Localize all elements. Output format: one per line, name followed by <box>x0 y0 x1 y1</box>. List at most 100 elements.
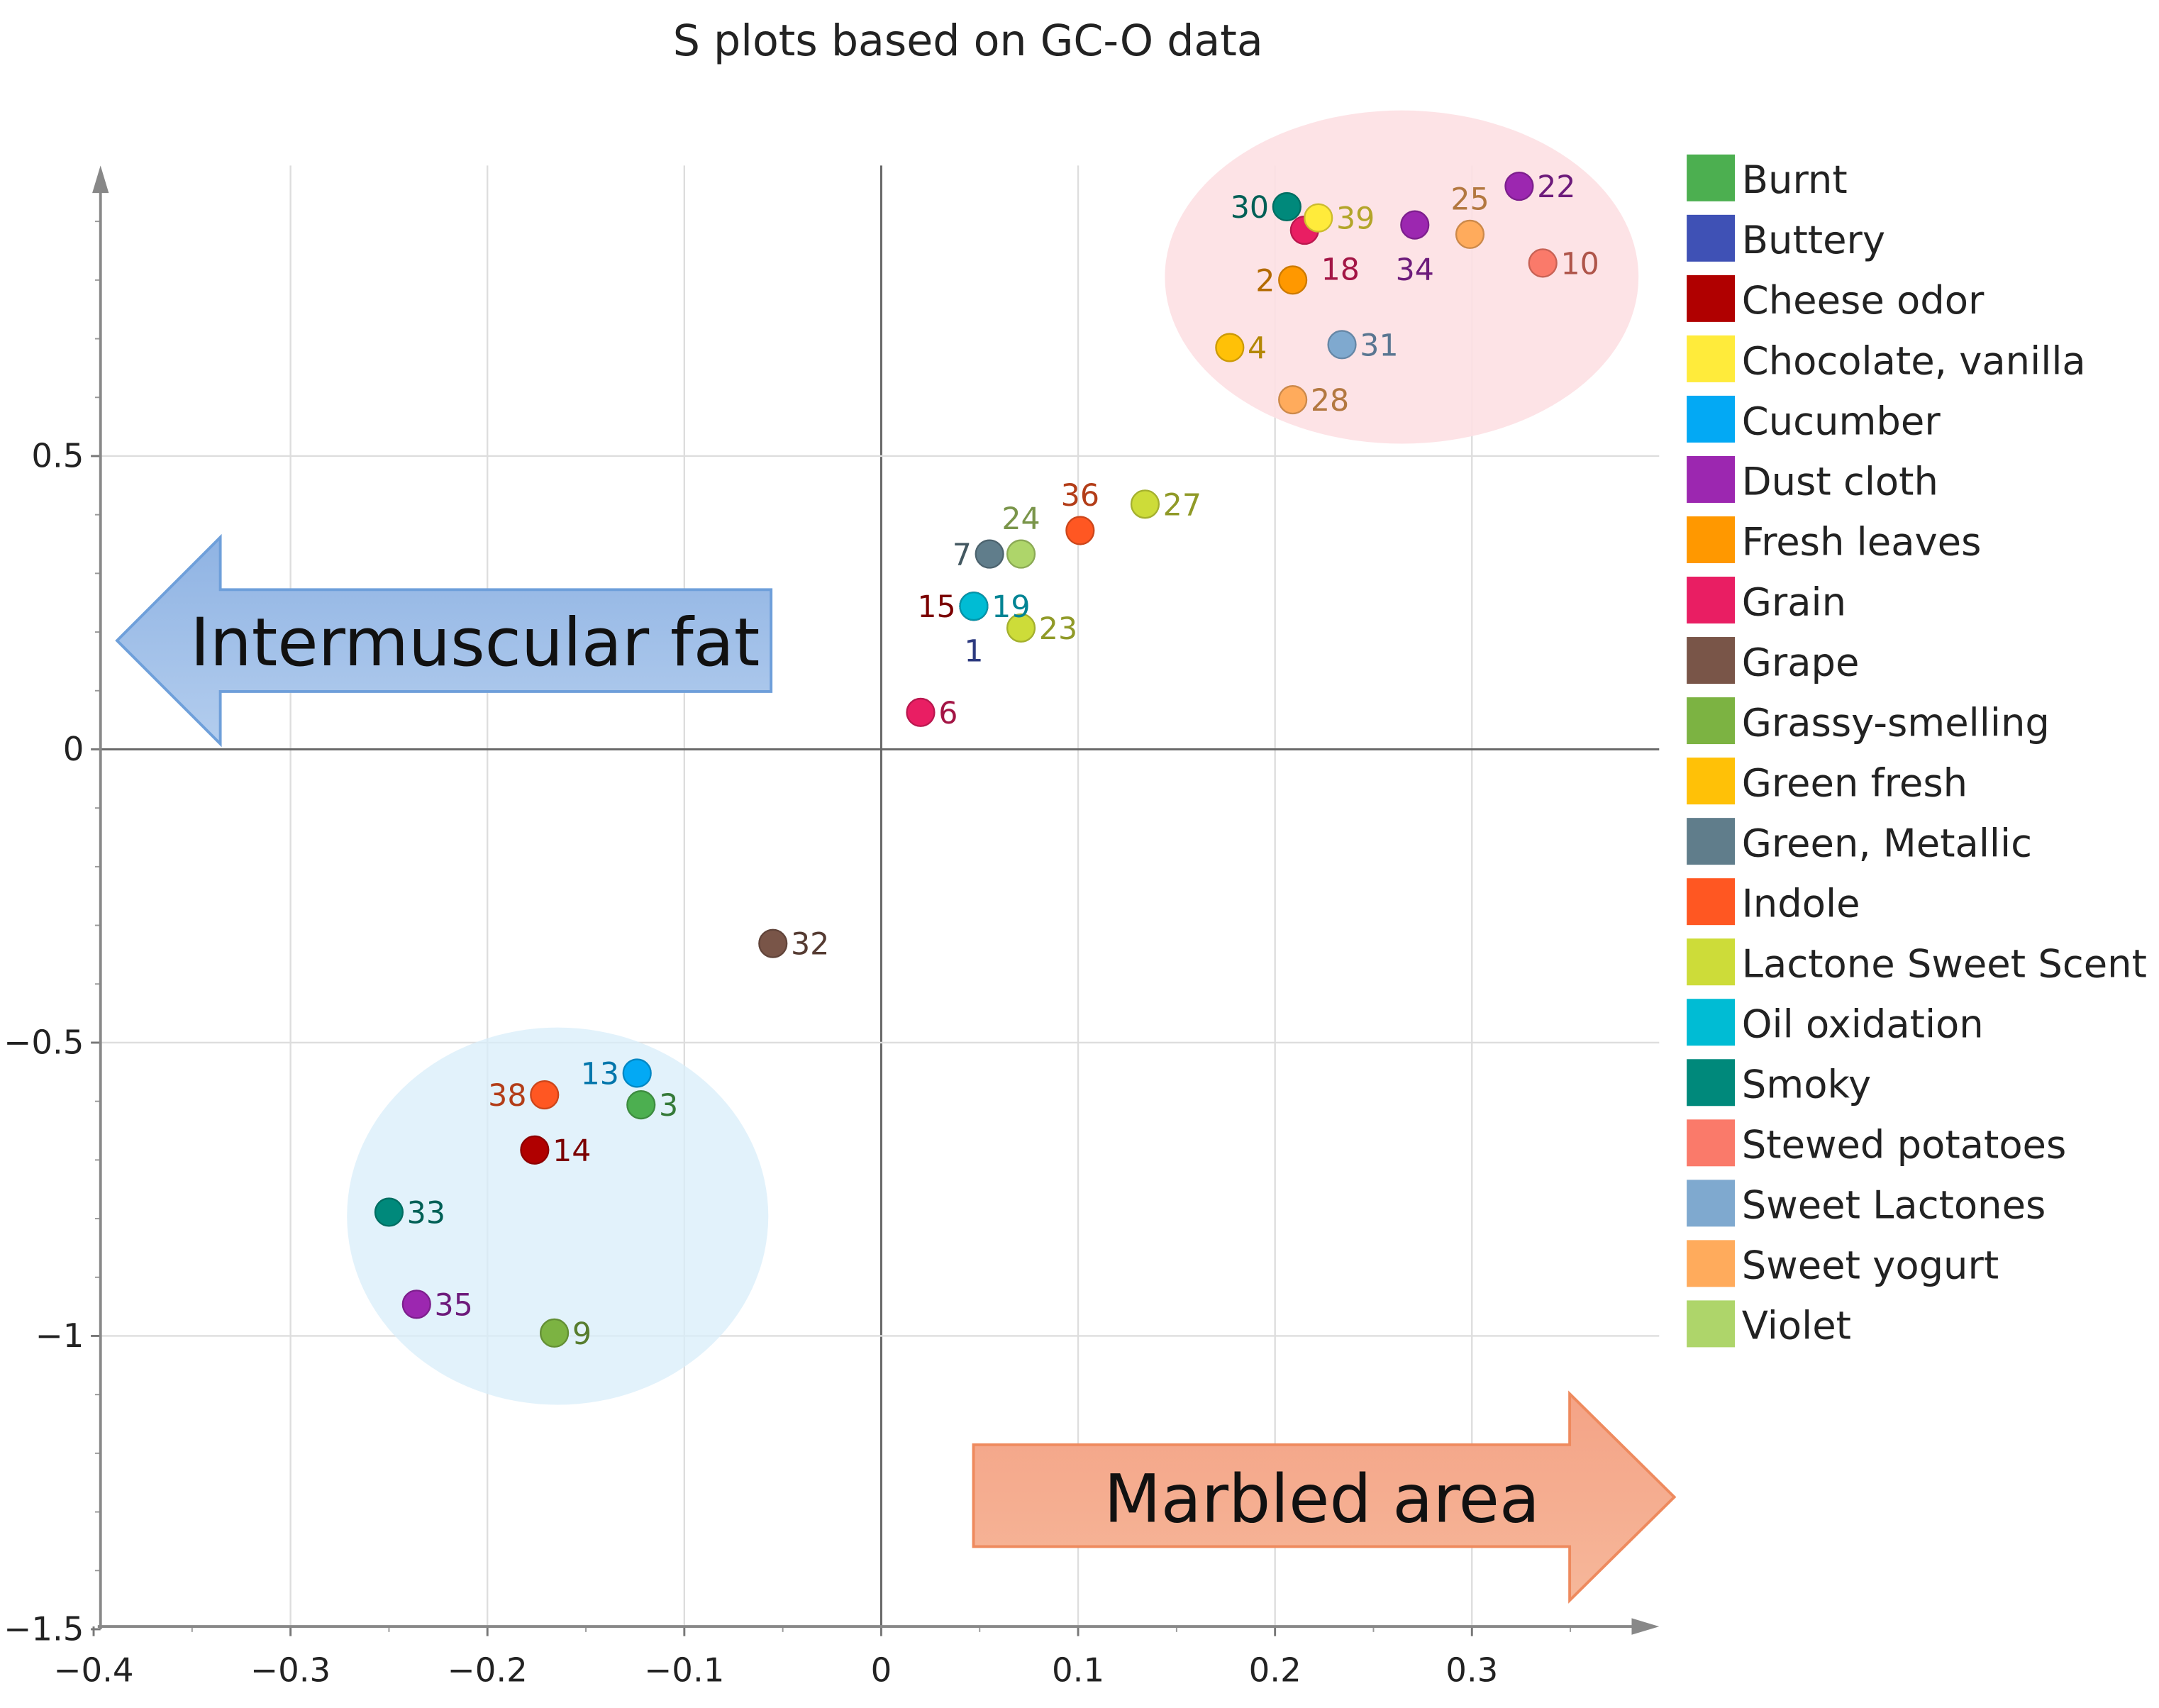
data-point-label: 38 <box>488 1078 526 1114</box>
data-point-label: 28 <box>1311 383 1349 418</box>
data-point <box>758 928 788 958</box>
legend-swatch <box>1687 395 1736 443</box>
data-point-label: 27 <box>1163 487 1201 523</box>
data-point <box>1304 203 1333 233</box>
data-point-label: 6 <box>938 696 958 731</box>
data-point <box>520 1135 550 1165</box>
intermuscular-cluster-highlight <box>347 1027 769 1405</box>
x-tick-label: −0.2 <box>448 1651 528 1690</box>
data-point-label: 31 <box>1360 328 1398 363</box>
legend-swatch <box>1687 758 1736 805</box>
legend-item: Chocolate, vanilla <box>1687 335 2086 383</box>
legend-swatch <box>1687 577 1736 624</box>
x-tick-label: 0.1 <box>1052 1651 1104 1690</box>
legend-item: Buttery <box>1687 214 1885 262</box>
data-point <box>401 1290 431 1319</box>
legend-swatch <box>1687 214 1736 262</box>
legend-item: Sweet yogurt <box>1687 1240 1999 1288</box>
marbled-area-arrow: Marbled area <box>972 1390 1677 1604</box>
intermuscular-fat-arrow: Intermuscular fat <box>115 533 773 748</box>
data-point-label: 25 <box>1450 182 1489 217</box>
data-point-label: 13 <box>581 1056 619 1092</box>
data-point-label: 19 <box>992 589 1030 625</box>
legend-label: Green, Metallic <box>1742 821 2032 865</box>
data-point <box>1006 613 1036 643</box>
legend-label: Sweet Lactones <box>1742 1183 2046 1228</box>
y-tick-label: 0 <box>63 730 84 768</box>
legend-item: Grassy-smelling <box>1687 697 2050 745</box>
legend-label: Oil oxidation <box>1742 1002 1984 1047</box>
data-point <box>1327 330 1357 360</box>
legend-item: Grape <box>1687 637 1859 684</box>
data-point-label: 10 <box>1560 246 1599 282</box>
x-tick-label: 0 <box>871 1651 892 1690</box>
legend-item: Green, Metallic <box>1687 818 2032 865</box>
legend: Burnt Buttery Cheese odor Chocolate, vanill… <box>1687 154 2147 1348</box>
legend-swatch <box>1687 455 1736 503</box>
legend-item: Cheese odor <box>1687 274 1985 323</box>
data-point-label: 39 <box>1336 201 1375 237</box>
data-point <box>626 1090 656 1120</box>
data-point <box>1065 516 1095 545</box>
y-tick-label: 0.5 <box>31 436 84 475</box>
legend-swatch <box>1687 697 1736 745</box>
data-point <box>1278 265 1308 295</box>
data-point-label: 14 <box>553 1133 591 1169</box>
data-point <box>1006 539 1036 569</box>
x-tick-label: 0.2 <box>1249 1651 1301 1690</box>
data-point <box>622 1058 652 1088</box>
chart-title: S plots based on GC-O data <box>673 16 1263 66</box>
data-point <box>1400 210 1430 240</box>
y-tick-label: −1.5 <box>4 1609 84 1648</box>
legend-swatch <box>1687 938 1736 986</box>
data-point-label: 30 <box>1231 190 1269 226</box>
legend-swatch <box>1687 878 1736 926</box>
y-tick-label: −1 <box>35 1316 84 1355</box>
legend-swatch <box>1687 516 1736 563</box>
marbled-area-label: Marbled area <box>1104 1461 1540 1538</box>
legend-swatch <box>1687 1119 1736 1167</box>
legend-label: Grape <box>1742 640 1860 684</box>
axes <box>91 165 1660 1636</box>
data-point <box>1455 219 1485 249</box>
legend-label: Chocolate, vanilla <box>1742 338 2086 383</box>
data-point-label: 23 <box>1039 611 1077 647</box>
legend-label: Lactone Sweet Scent <box>1742 942 2147 987</box>
legend-swatch <box>1687 274 1736 322</box>
legend-label: Green fresh <box>1742 760 1967 805</box>
data-point <box>906 697 936 727</box>
legend-swatch <box>1687 1059 1736 1107</box>
legend-swatch <box>1687 999 1736 1046</box>
legend-label: Grain <box>1742 580 1846 624</box>
data-point <box>540 1318 570 1348</box>
legend-item: Lactone Sweet Scent <box>1687 938 2147 987</box>
data-point-label: 34 <box>1396 253 1434 288</box>
data-point-label: 33 <box>407 1195 445 1231</box>
legend-swatch <box>1687 1180 1736 1227</box>
legend-item: Burnt <box>1687 154 1848 202</box>
legend-item: Dust cloth <box>1687 455 1938 504</box>
data-point-label: 2 <box>1255 263 1275 299</box>
data-point-label: 36 <box>1061 478 1099 514</box>
legend-swatch <box>1687 818 1736 865</box>
legend-swatch <box>1687 1240 1736 1287</box>
legend-item: Oil oxidation <box>1687 999 1984 1047</box>
data-point-label: 22 <box>1537 170 1575 205</box>
legend-label: Grassy-smelling <box>1742 700 2050 745</box>
x-tick-label: −0.4 <box>53 1651 133 1690</box>
tick-labels: −0.4 −0.3 −0.2 −0.1 0 0.1 0.2 0.3 0.5 0 −0.5 −1 −1.5 <box>4 436 1498 1689</box>
data-point-label: 3 <box>659 1088 678 1124</box>
data-point-label: 32 <box>791 927 829 963</box>
legend-item: Indole <box>1687 878 1860 926</box>
data-point <box>975 539 1004 569</box>
legend-item: Grain <box>1687 577 1846 624</box>
legend-label: Sweet yogurt <box>1742 1243 1999 1288</box>
data-point-label: 4 <box>1248 331 1267 366</box>
data-point <box>1215 333 1245 362</box>
y-axis-arrowhead-icon <box>92 165 109 194</box>
legend-label: Fresh leaves <box>1742 519 1982 564</box>
data-point-label: 15 <box>917 589 955 625</box>
legend-label: Cheese odor <box>1742 278 1985 323</box>
legend-item: Smoky <box>1687 1059 1871 1107</box>
